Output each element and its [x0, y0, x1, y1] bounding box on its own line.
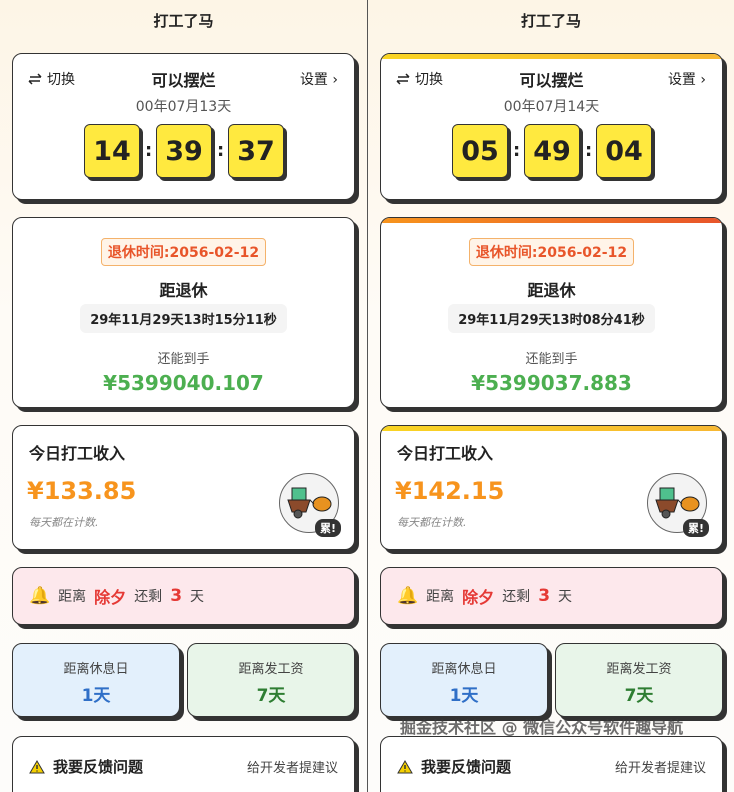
tired-badge: 累! — [315, 519, 342, 537]
feedback-title: 我要反馈问题 — [53, 758, 144, 776]
seconds-digit: 04 — [596, 124, 652, 178]
retire-label: 距退休 — [159, 281, 208, 300]
payday-value: 7天 — [256, 686, 286, 706]
feedback-hint: 给开发者提建议 — [614, 761, 706, 776]
today-caption: 每天都在计数. — [397, 516, 467, 529]
seconds-digit: 37 — [228, 124, 284, 178]
minutes-digit: 49 — [524, 124, 580, 178]
colon: : — [145, 140, 153, 161]
today-amount: ¥133.85 — [27, 477, 137, 505]
today-income-card: 今日打工收入 ¥133.85 每天都在计数. 累! — [12, 425, 355, 550]
switch-button[interactable]: 切换 — [27, 69, 75, 89]
holiday-name: 除夕 — [462, 588, 495, 607]
mode-card: 切换 可以摆烂 设置 › 00年07月14天 05 : 49 : 04 — [380, 53, 723, 200]
phone-screen: 打工了马 切换 可以摆烂 设置 › 00年07月14天 05 : 49 : 04… — [367, 0, 734, 792]
holiday-card: 🔔 距离 除夕 还剩 3 天 — [12, 567, 355, 625]
phone-screen: 打工了马 切换 可以摆烂 设置 › 00年07月13天 14 : 39 : 37… — [0, 0, 367, 792]
minutes-digit: 39 — [156, 124, 212, 178]
payday-value: 7天 — [624, 686, 654, 706]
colon: : — [513, 140, 521, 161]
date-text: 00年07月14天 — [503, 99, 600, 115]
settings-button[interactable]: 设置 › — [667, 72, 706, 88]
rest-days-value: 1天 — [81, 686, 111, 706]
settings-button[interactable]: 设置 › — [299, 72, 338, 88]
retire-label: 距退休 — [527, 281, 576, 300]
earn-label: 还能到手 — [525, 352, 578, 367]
mode-title: 可以摆烂 — [519, 71, 584, 90]
accent-bar — [381, 426, 722, 431]
holiday-days: 3 — [170, 586, 183, 606]
warning-icon — [397, 759, 413, 773]
colon: : — [585, 140, 593, 161]
feedback-hint: 给开发者提建议 — [246, 761, 338, 776]
retire-countdown: 29年11月29天13时08分41秒 — [448, 304, 655, 333]
rest-day-card[interactable]: 距离休息日 1天 — [380, 643, 548, 717]
bell-icon: 🔔 — [29, 586, 51, 606]
switch-button[interactable]: 切换 — [395, 69, 443, 89]
swap-icon — [396, 73, 410, 85]
mode-card: 切换 可以摆烂 设置 › 00年07月13天 14 : 39 : 37 — [12, 53, 355, 200]
hours-digit: 05 — [452, 124, 508, 178]
rest-day-card[interactable]: 距离休息日 1天 — [12, 643, 180, 717]
today-title: 今日打工收入 — [397, 444, 494, 463]
swap-icon — [28, 73, 42, 85]
payday-card[interactable]: 距离发工资 7天 — [555, 643, 723, 717]
feedback-title: 我要反馈问题 — [421, 758, 512, 776]
earn-label: 还能到手 — [157, 352, 210, 367]
warning-icon — [29, 759, 45, 773]
holiday-name: 除夕 — [94, 588, 127, 607]
mode-title: 可以摆烂 — [151, 71, 216, 90]
feedback-card[interactable]: 我要反馈问题 给开发者提建议 — [380, 736, 723, 792]
chevron-right-icon: › — [700, 72, 706, 88]
earn-amount: ¥5399040.107 — [103, 371, 264, 395]
date-text: 00年07月13天 — [135, 99, 232, 115]
today-caption: 每天都在计数. — [29, 516, 99, 529]
retire-date-badge: 退休时间:2056-02-12 — [468, 238, 635, 266]
holiday-days: 3 — [538, 586, 551, 606]
app-title: 打工了马 — [153, 12, 214, 30]
bell-icon: 🔔 — [397, 586, 419, 606]
feedback-card[interactable]: 我要反馈问题 给开发者提建议 — [12, 736, 355, 792]
payday-card[interactable]: 距离发工资 7天 — [187, 643, 355, 717]
accent-bar — [381, 218, 722, 223]
tired-badge: 累! — [683, 519, 710, 537]
hours-digit: 14 — [84, 124, 140, 178]
worker-cart-icon — [647, 473, 707, 533]
app-title: 打工了马 — [520, 12, 581, 30]
earn-amount: ¥5399037.883 — [471, 371, 632, 395]
holiday-card: 🔔 距离 除夕 还剩 3 天 — [380, 567, 723, 625]
retirement-card: 退休时间:2056-02-12 距退休 29年11月29天13时15分11秒 还… — [12, 217, 355, 408]
today-income-card: 今日打工收入 ¥142.15 每天都在计数. 累! — [380, 425, 723, 550]
chevron-right-icon: › — [332, 72, 338, 88]
colon: : — [217, 140, 225, 161]
accent-bar — [381, 54, 722, 59]
today-title: 今日打工收入 — [29, 444, 126, 463]
retire-date-badge: 退休时间:2056-02-12 — [100, 238, 267, 266]
retire-countdown: 29年11月29天13时15分11秒 — [80, 304, 287, 333]
rest-days-value: 1天 — [449, 686, 479, 706]
retirement-card: 退休时间:2056-02-12 距退休 29年11月29天13时08分41秒 还… — [380, 217, 723, 408]
today-amount: ¥142.15 — [395, 477, 505, 505]
